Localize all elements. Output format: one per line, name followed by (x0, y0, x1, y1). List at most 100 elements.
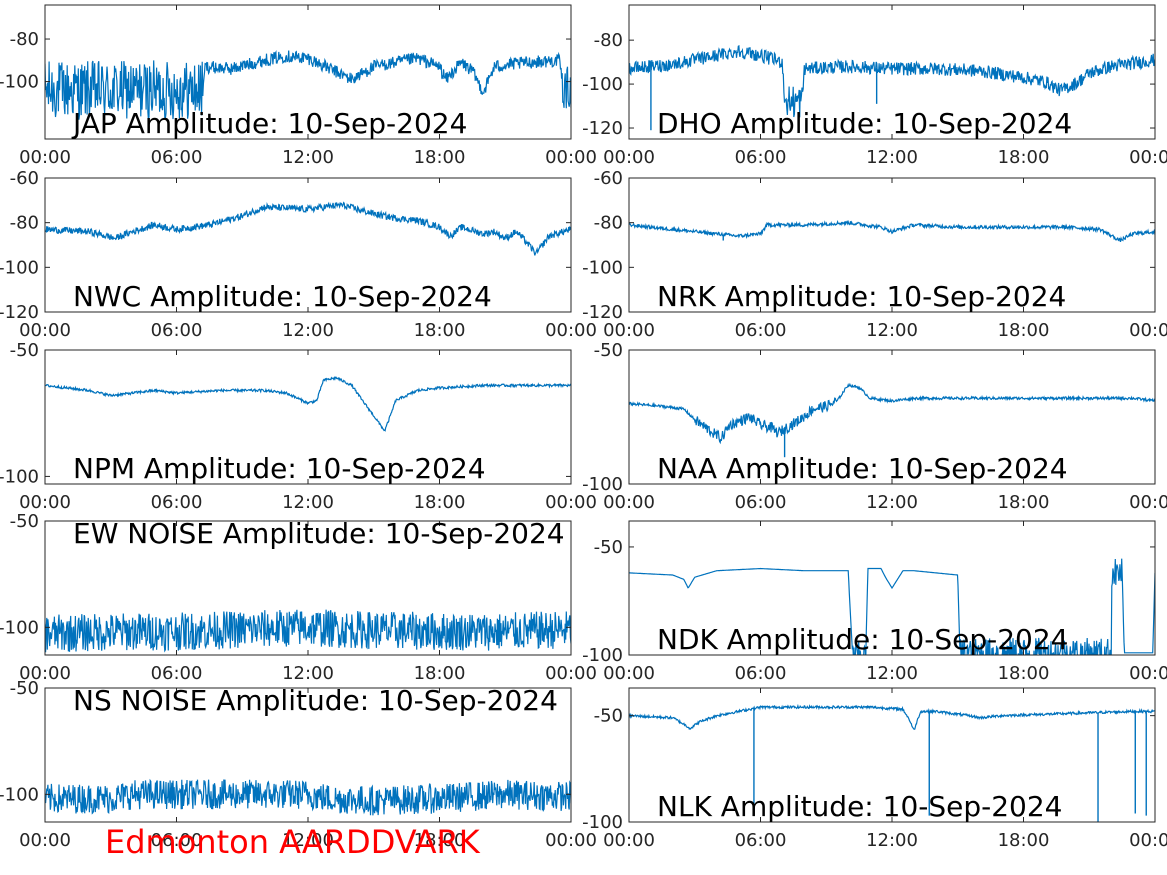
x-tick-label: 00:00 (545, 830, 597, 851)
x-tick-label: 00:00 (1129, 492, 1167, 513)
y-tick-label: -100 (582, 812, 623, 833)
x-tick-label: 12:00 (282, 320, 334, 341)
x-tick-label: 00:00 (1129, 830, 1167, 851)
x-tick-label: 00:00 (545, 320, 597, 341)
y-tick-label: -80 (594, 213, 623, 234)
y-tick-label: -50 (594, 706, 623, 727)
panel-title: NDK Amplitude: 10-Sep-2024 (657, 623, 1068, 656)
y-tick-label: -50 (10, 678, 39, 699)
x-tick-label: 12:00 (282, 663, 334, 684)
x-tick-label: 06:00 (151, 320, 203, 341)
x-tick-label: 12:00 (866, 320, 918, 341)
x-tick-label: 00:00 (545, 147, 597, 168)
y-tick-label: -50 (10, 340, 39, 361)
x-tick-label: 18:00 (414, 320, 466, 341)
panel-title: NLK Amplitude: 10-Sep-2024 (657, 790, 1063, 823)
series-line (45, 778, 571, 816)
x-tick-label: 06:00 (735, 492, 787, 513)
x-tick-label: 00:00 (603, 492, 655, 513)
y-tick-label: -100 (582, 474, 623, 495)
x-tick-label: 06:00 (151, 830, 203, 851)
x-tick-label: 00:00 (19, 663, 71, 684)
plot-area (45, 201, 571, 256)
panel-title: NS NOISE Amplitude: 10-Sep-2024 (73, 684, 558, 717)
chart-panel: 00:00 06:00 12:00 18:00 00:00 -50 -100 NDK Ampl… (582, 520, 1167, 684)
panel-title: NPM Amplitude: 10-Sep-2024 (73, 452, 486, 485)
plot-area (45, 609, 571, 653)
x-tick-label: 00:00 (1129, 320, 1167, 341)
y-tick-label: -120 (582, 118, 623, 139)
y-tick-label: -100 (0, 257, 39, 278)
chart-panels: 00:00 06:00 12:00 18:00 00:00 -80 -100 JAP Ampl… (0, 4, 1167, 851)
x-tick-label: 12:00 (866, 663, 918, 684)
x-tick-label: 00:00 (603, 830, 655, 851)
x-tick-label: 18:00 (414, 147, 466, 168)
panel-title: DHO Amplitude: 10-Sep-2024 (657, 107, 1072, 140)
chart-panel: 00:00 06:00 12:00 18:00 00:00 -50 -100 NLK Ampl… (582, 687, 1167, 851)
y-tick-label: -50 (10, 511, 39, 532)
y-tick-label: -80 (10, 29, 39, 50)
y-tick-label: -100 (0, 617, 39, 638)
y-tick-label: -50 (594, 537, 623, 558)
panel-title: NAA Amplitude: 10-Sep-2024 (657, 452, 1068, 485)
y-tick-label: -120 (0, 302, 39, 323)
x-tick-label: 00:00 (545, 492, 597, 513)
plot-area (45, 778, 571, 816)
y-tick-label: -100 (582, 645, 623, 666)
x-tick-label: 00:00 (545, 663, 597, 684)
series-line (45, 375, 571, 432)
series-line (45, 50, 571, 120)
series-line (629, 703, 1155, 730)
x-tick-label: 06:00 (735, 663, 787, 684)
x-tick-label: 00:00 (19, 320, 71, 341)
x-tick-label: 00:00 (603, 663, 655, 684)
x-tick-label: 06:00 (735, 320, 787, 341)
plot-area (45, 50, 571, 120)
y-tick-label: -100 (0, 784, 39, 805)
x-tick-label: 00:00 (19, 147, 71, 168)
chart-panel: 00:00 06:00 12:00 18:00 00:00 -60 -80 -100 -120 N… (582, 168, 1167, 341)
x-tick-label: 06:00 (151, 492, 203, 513)
y-tick-label: -60 (10, 168, 39, 189)
x-tick-label: 18:00 (998, 147, 1050, 168)
x-tick-label: 06:00 (151, 147, 203, 168)
chart-panel: 00:00 06:00 12:00 18:00 00:00 -50 -100 NAA Ampl… (582, 340, 1167, 513)
y-tick-label: -80 (10, 213, 39, 234)
x-tick-label: 18:00 (998, 830, 1050, 851)
y-tick-label: -80 (594, 30, 623, 51)
chart-panel: 00:00 06:00 12:00 18:00 00:00 -80 -100 JAP Ampl… (0, 4, 597, 168)
x-tick-label: 18:00 (414, 663, 466, 684)
panel-title: JAP Amplitude: 10-Sep-2024 (71, 107, 467, 140)
series-line (45, 201, 571, 256)
chart-panel: 00:00 06:00 12:00 18:00 00:00 -60 -80 -100 -120 N… (0, 168, 597, 341)
series-line (629, 219, 1155, 243)
x-tick-label: 00:00 (19, 830, 71, 851)
y-tick-label: -100 (582, 257, 623, 278)
y-tick-label: -120 (582, 302, 623, 323)
plot-area (45, 375, 571, 432)
plot-area (629, 219, 1155, 243)
x-tick-label: 12:00 (866, 830, 918, 851)
y-tick-label: -100 (0, 72, 39, 93)
x-tick-label: 18:00 (414, 830, 466, 851)
x-tick-label: 00:00 (1129, 663, 1167, 684)
chart-panel: 00:00 06:00 12:00 18:00 00:00 -50 -100 NS NOISE… (0, 678, 597, 851)
x-tick-label: 00:00 (603, 147, 655, 168)
panel-title: EW NOISE Amplitude: 10-Sep-2024 (73, 517, 565, 550)
panel-title: NRK Amplitude: 10-Sep-2024 (657, 280, 1066, 313)
x-tick-label: 12:00 (866, 147, 918, 168)
x-tick-label: 00:00 (603, 320, 655, 341)
plot-area (629, 45, 1155, 131)
plot-area (629, 703, 1155, 822)
x-tick-label: 18:00 (998, 492, 1050, 513)
panel-title: NWC Amplitude: 10-Sep-2024 (73, 280, 492, 313)
x-tick-label: 12:00 (282, 492, 334, 513)
chart-panel: 00:00 06:00 12:00 18:00 00:00 -80 -100 -120 DHO … (582, 4, 1167, 168)
x-tick-label: 12:00 (282, 147, 334, 168)
x-tick-label: 18:00 (998, 320, 1050, 341)
series-line (629, 382, 1155, 445)
station-label: Edmonton AARDDVARK (105, 823, 481, 861)
x-tick-label: 00:00 (1129, 147, 1167, 168)
x-tick-label: 06:00 (151, 663, 203, 684)
